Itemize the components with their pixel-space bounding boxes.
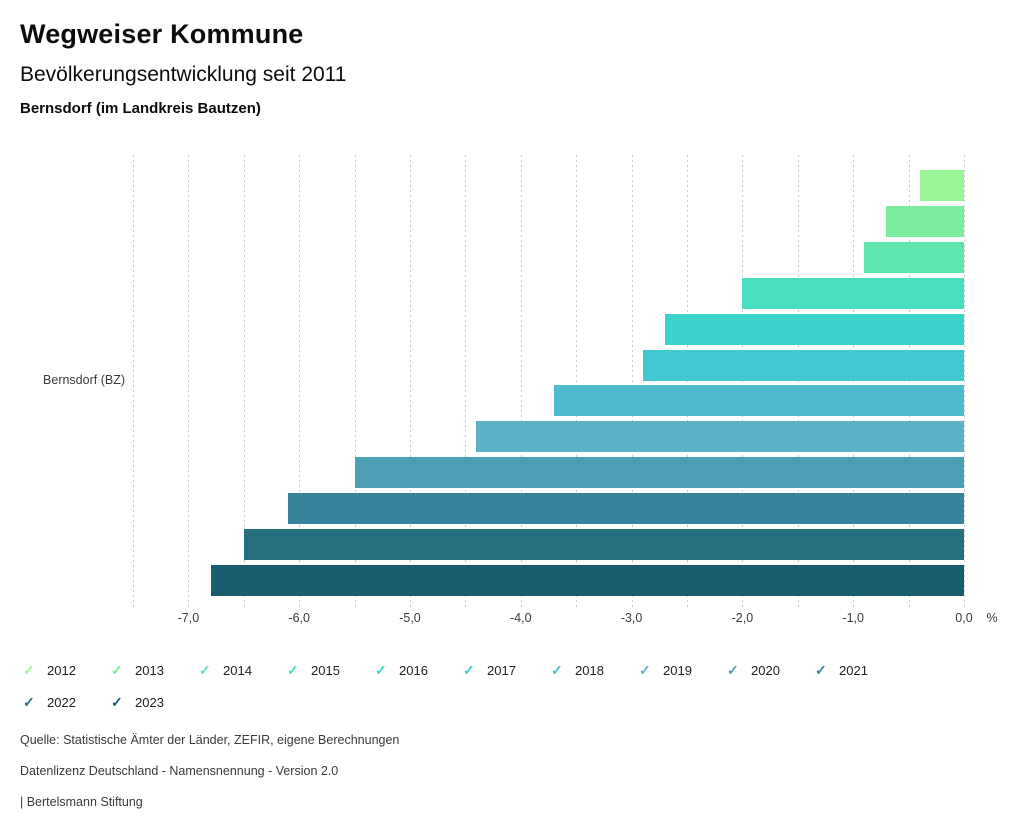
checkmark-icon: ✓: [111, 662, 123, 678]
x-tick-label: -1,0: [842, 611, 864, 625]
checkmark-icon: ✓: [111, 694, 123, 710]
gridline: [188, 155, 190, 610]
legend-item-2015[interactable]: ✓ 2015: [284, 654, 372, 686]
legend-item-label: 2012: [47, 662, 76, 678]
checkmark-icon: ✓: [727, 662, 739, 678]
x-tick-label: 0,0: [955, 611, 973, 625]
bar-2022[interactable]: [243, 529, 964, 560]
chart-legend: ✓ 2012 ✓ 2013 ✓ 2014 ✓ 2015 ✓ 2016 ✓ 2017 ✓ 2018 ✓ 2019…: [20, 654, 920, 718]
legend-item-label: 2023: [135, 694, 164, 710]
gridline: [299, 155, 301, 610]
x-tick-label: -4,0: [510, 611, 532, 625]
bar-2012[interactable]: [919, 170, 964, 201]
header: Wegweiser Kommune Bevölkerungsentwicklun…: [20, 18, 1004, 118]
bar-2019[interactable]: [476, 421, 964, 453]
bar-2017[interactable]: [642, 349, 964, 381]
gridline: [243, 155, 245, 610]
legend-item-2020[interactable]: ✓ 2020: [724, 654, 812, 686]
bar-2023[interactable]: [210, 564, 964, 596]
gridline: [686, 155, 688, 610]
checkmark-icon: ✓: [199, 662, 211, 678]
gridline: [409, 155, 411, 610]
legend-item-2012[interactable]: ✓ 2012: [20, 654, 108, 686]
chart-title: Bevölkerungsentwicklung seit 2011: [20, 63, 347, 86]
source-line: Quelle: Statistische Ämter der Länder, Z…: [20, 733, 400, 747]
gridline: [465, 155, 467, 610]
bar-2021[interactable]: [288, 493, 964, 525]
license-line: Datenlizenz Deutschland - Namensnennung …: [20, 764, 339, 778]
gridline: [797, 155, 799, 610]
legend-item-label: 2015: [311, 662, 340, 678]
x-tick-label: -2,0: [731, 611, 754, 625]
legend-item-label: 2022: [47, 694, 76, 710]
gridline: [742, 155, 744, 610]
bar-2014[interactable]: [864, 241, 964, 273]
checkmark-icon: ✓: [815, 662, 827, 678]
bar-2020[interactable]: [354, 457, 964, 489]
legend-item-2016[interactable]: ✓ 2016: [372, 654, 460, 686]
gridline: [520, 155, 522, 610]
legend-item-label: 2016: [399, 662, 428, 678]
legend-item-2017[interactable]: ✓ 2017: [460, 654, 548, 686]
legend-item-2022[interactable]: ✓ 2022: [20, 686, 108, 718]
x-axis-unit-label: %: [986, 611, 998, 625]
legend-item-2019[interactable]: ✓ 2019: [636, 654, 724, 686]
legend-item-label: 2013: [135, 662, 164, 678]
y-axis-category-label: Bernsdorf (BZ): [43, 373, 125, 387]
legend-item-2023[interactable]: ✓ 2023: [108, 686, 196, 718]
gridline: [133, 155, 134, 610]
checkmark-icon: ✓: [23, 662, 35, 678]
checkmark-icon: ✓: [551, 662, 563, 678]
x-tick-label: -7,0: [177, 611, 200, 625]
gridline: [908, 155, 910, 610]
checkmark-icon: ✓: [375, 662, 387, 678]
legend-item-2021[interactable]: ✓ 2021: [812, 654, 900, 686]
legend-item-label: 2014: [223, 662, 252, 678]
bar-2018[interactable]: [554, 385, 964, 417]
x-tick-label: -6,0: [288, 611, 310, 625]
legend-item-label: 2020: [751, 662, 780, 678]
bar-2013[interactable]: [886, 205, 964, 237]
gridline: [964, 155, 965, 610]
bar-2015[interactable]: [742, 277, 964, 309]
x-axis: % -7,0 -6,0 -5,0 -4,0 -3,0 -2,0 -1,0 0,0: [133, 611, 998, 629]
checkmark-icon: ✓: [287, 662, 299, 678]
checkmark-icon: ✓: [463, 662, 475, 678]
app-title: Wegweiser Kommune: [20, 19, 304, 49]
gridline: [631, 155, 633, 610]
gridline: [853, 155, 855, 610]
legend-item-label: 2018: [575, 662, 604, 678]
legend-item-label: 2021: [839, 662, 868, 678]
checkmark-icon: ✓: [23, 694, 35, 710]
gridline: [354, 155, 356, 610]
legend-item-2018[interactable]: ✓ 2018: [548, 654, 636, 686]
gridline: [576, 155, 578, 610]
legend-item-label: 2017: [487, 662, 516, 678]
legend-item-2013[interactable]: ✓ 2013: [108, 654, 196, 686]
attribution-line: | Bertelsmann Stiftung: [20, 795, 143, 809]
footer: Quelle: Statistische Ämter der Länder, Z…: [20, 733, 399, 826]
bar-chart-plot-area: [133, 155, 965, 610]
x-tick-label: -5,0: [399, 611, 421, 625]
legend-item-label: 2019: [663, 662, 692, 678]
chart-region-subtitle: Bernsdorf (im Landkreis Bautzen): [20, 100, 261, 117]
legend-item-2014[interactable]: ✓ 2014: [196, 654, 284, 686]
bar-2016[interactable]: [664, 313, 964, 345]
x-tick-label: -3,0: [620, 611, 643, 625]
checkmark-icon: ✓: [639, 662, 651, 678]
